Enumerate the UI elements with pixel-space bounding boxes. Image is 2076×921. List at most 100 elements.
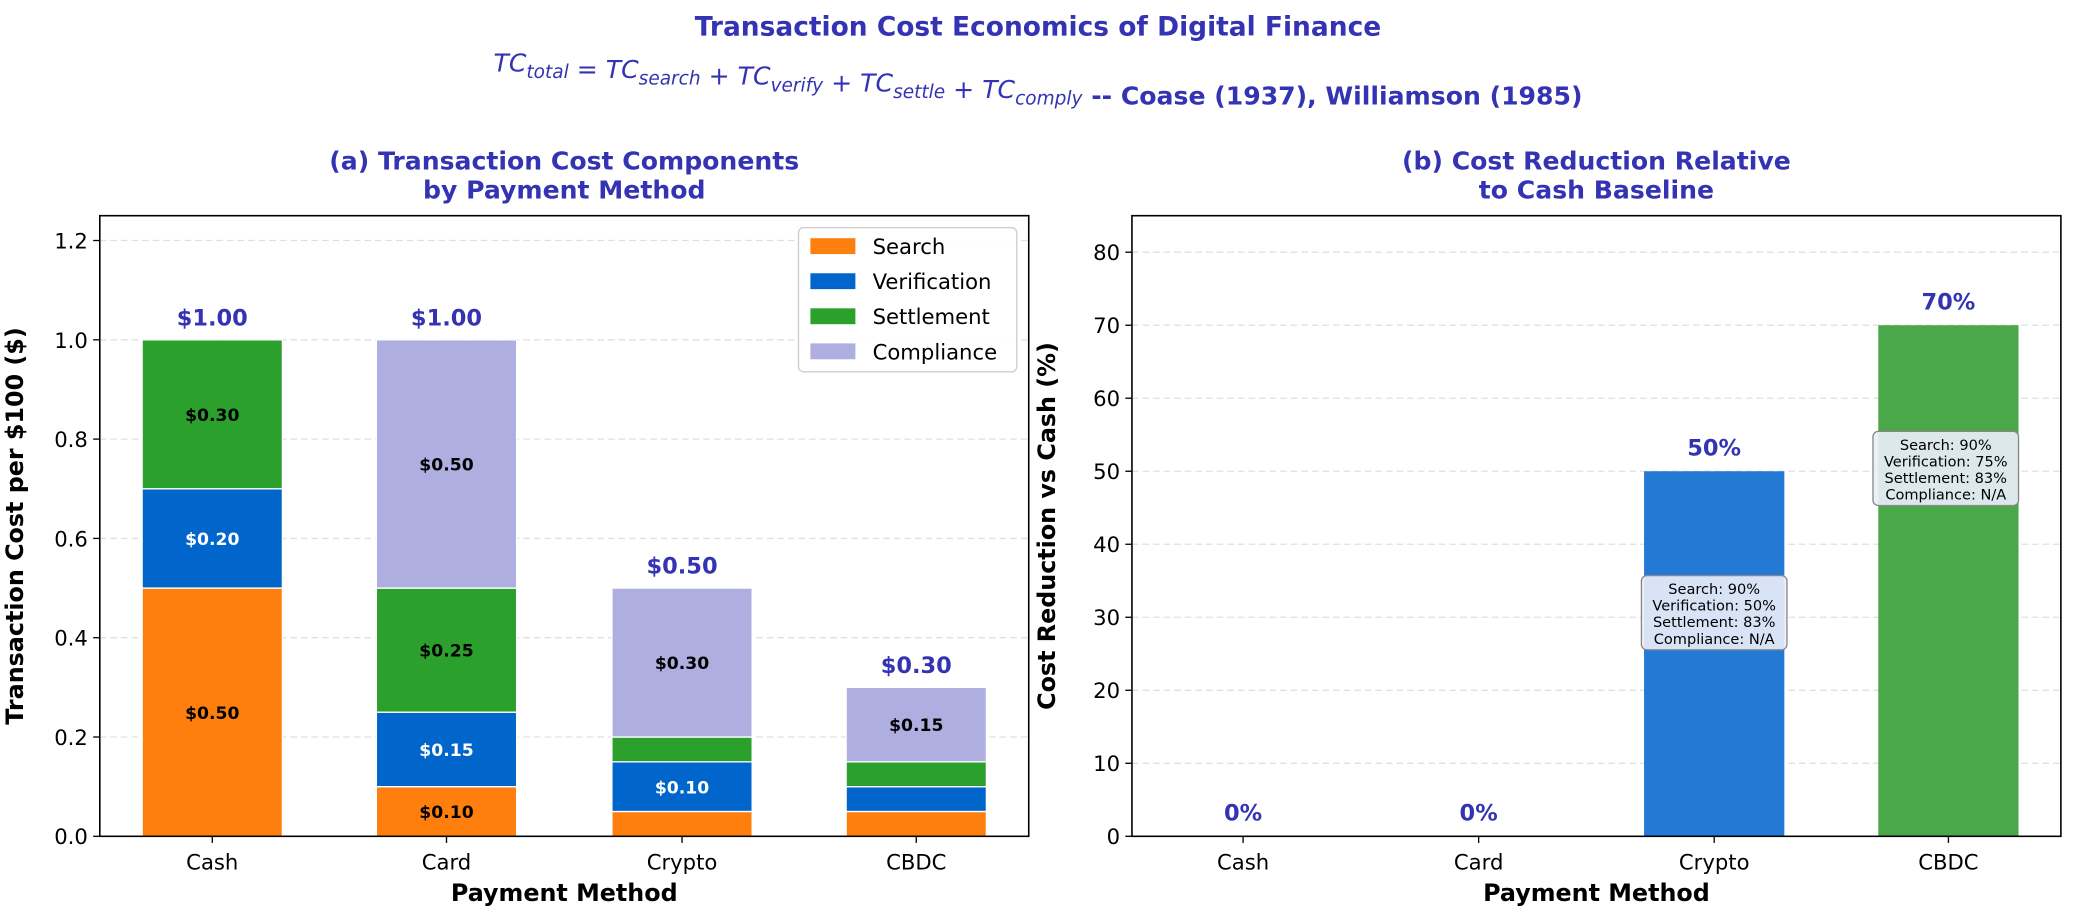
- bar-verification-cbdc: [845, 785, 988, 813]
- value-label: 70%: [1921, 289, 1975, 315]
- formula-term: TC: [606, 55, 639, 84]
- x-axis-label: Payment Method: [1483, 879, 1710, 907]
- x-tick-label: Cash: [1217, 849, 1269, 874]
- axes-frame: [99, 214, 1030, 838]
- formula-equals: =: [569, 55, 606, 84]
- formula-plus: +: [823, 68, 860, 97]
- annotation-line: Verification: 75%: [1884, 453, 2008, 470]
- x-tick-label: Cash: [186, 849, 238, 874]
- y-axis-label: Cost Reduction vs Cash (%): [1033, 342, 1061, 710]
- bar-compliance-crypto: [611, 587, 753, 738]
- y-tick-label: 0.2: [54, 725, 88, 750]
- legend-swatch: [810, 238, 856, 255]
- value-label: 0%: [1224, 800, 1262, 826]
- segment-label: $0.15: [889, 716, 943, 736]
- bar-cbdc: [1878, 325, 2019, 837]
- segment-label: $0.15: [419, 741, 473, 761]
- legend-label: Compliance: [873, 339, 998, 364]
- annotation-line: Search: 90%: [1668, 581, 1760, 598]
- chart-title: (b) Cost Reduction Relative: [1402, 146, 1791, 175]
- formula-plus: +: [945, 75, 982, 104]
- annotation-line: Settlement: 83%: [1653, 614, 1776, 631]
- annotation-line: Settlement: 83%: [1885, 470, 2008, 487]
- formula-subscript: total: [526, 62, 569, 83]
- legend-swatch: [810, 343, 856, 360]
- legend-label: Verification: [873, 269, 992, 294]
- bar-search-cbdc: [845, 810, 988, 837]
- x-tick-label: CBDC: [1918, 849, 1978, 874]
- x-tick-label: CBDC: [886, 849, 946, 874]
- y-tick-label: 80: [1093, 240, 1120, 265]
- bar-search-crypto: [611, 810, 753, 837]
- total-label: $1.00: [177, 305, 248, 331]
- value-label: 0%: [1460, 800, 1498, 826]
- total-label: $0.30: [881, 653, 952, 679]
- annotation-cbdc: Search: 90%Verification: 75%Settlement: …: [1872, 430, 2020, 507]
- bar-search-card: [375, 785, 518, 837]
- bar-settlement-cash: [141, 339, 284, 490]
- annotation-line: Compliance: N/A: [1654, 631, 1775, 648]
- y-tick-label: 1.0: [54, 328, 88, 353]
- segment-label: $0.30: [185, 406, 239, 426]
- segment-label: $0.10: [655, 778, 709, 798]
- bar-settlement-crypto: [611, 736, 753, 763]
- segment-label: $0.20: [185, 530, 239, 550]
- formula-subscript: verify: [771, 75, 825, 96]
- legend-swatch: [810, 273, 856, 290]
- figure-subtitle: TCtotal = TCsearch + TCverify + TCsettle…: [493, 48, 1582, 110]
- total-label: $1.00: [411, 305, 482, 331]
- bar-verification-crypto: [611, 761, 753, 813]
- annotation-crypto: Search: 90%Verification: 50%Settlement: …: [1640, 574, 1788, 651]
- annotation-line: Search: 90%: [1900, 437, 1992, 454]
- axes-frame: [1131, 214, 2062, 838]
- y-tick-label: 0.4: [54, 626, 88, 651]
- segment-label: $0.50: [419, 456, 473, 476]
- bar-verification-cash: [141, 488, 284, 589]
- annotation-box: [1872, 430, 2020, 507]
- formula-term: TC: [493, 48, 526, 77]
- y-tick-label: 0: [1107, 824, 1120, 849]
- formula-term: TC: [860, 68, 893, 97]
- formula-citation: -- Coase (1937), Williamson (1985): [1083, 82, 1583, 111]
- bar-verification-card: [375, 711, 518, 788]
- legend-swatch: [810, 308, 856, 325]
- y-tick-label: 0.8: [54, 427, 88, 452]
- bar-compliance-card: [375, 339, 518, 589]
- annotation-box: [1640, 574, 1788, 651]
- segment-label: $0.30: [655, 654, 709, 674]
- x-tick-label: Crypto: [1679, 849, 1750, 874]
- chart-title: to Cash Baseline: [1479, 175, 1714, 204]
- figure-title: Transaction Cost Economics of Digital Fi…: [695, 12, 1381, 43]
- x-tick-label: Card: [1454, 849, 1504, 874]
- y-axis-label: Transaction Cost per $100 ($): [1, 327, 29, 724]
- chart-title: by Payment Method: [423, 175, 705, 204]
- segment-label: $0.10: [419, 803, 473, 823]
- bar-search-cash: [141, 587, 284, 837]
- y-tick-label: 60: [1093, 386, 1120, 411]
- y-tick-label: 50: [1093, 459, 1120, 484]
- formula-subscript: search: [639, 69, 701, 90]
- formula-term: TC: [982, 75, 1015, 104]
- legend-label: Settlement: [873, 304, 990, 329]
- total-label: $0.50: [646, 554, 717, 580]
- legend-label: Search: [873, 234, 946, 259]
- x-tick-label: Crypto: [647, 849, 718, 874]
- bar-settlement-card: [375, 587, 518, 713]
- formula-plus: +: [701, 62, 738, 91]
- y-tick-label: 40: [1093, 532, 1120, 557]
- annotation-line: Verification: 50%: [1652, 598, 1776, 615]
- y-tick-label: 20: [1093, 678, 1120, 703]
- y-tick-label: 30: [1093, 605, 1120, 630]
- chart-title: (a) Transaction Cost Components: [329, 146, 799, 175]
- bar-compliance-cbdc: [845, 686, 988, 763]
- annotation-line: Compliance: N/A: [1885, 487, 2006, 504]
- legend: Search Verification Settlement Compliance: [797, 226, 1018, 373]
- value-label: 50%: [1687, 435, 1741, 461]
- segment-label: $0.25: [419, 642, 473, 662]
- bar-settlement-cbdc: [845, 761, 988, 788]
- y-tick-label: 0.6: [54, 526, 88, 551]
- formula-subscript: settle: [893, 82, 945, 103]
- segment-label: $0.50: [185, 704, 239, 724]
- formula-subscript: comply: [1015, 89, 1083, 110]
